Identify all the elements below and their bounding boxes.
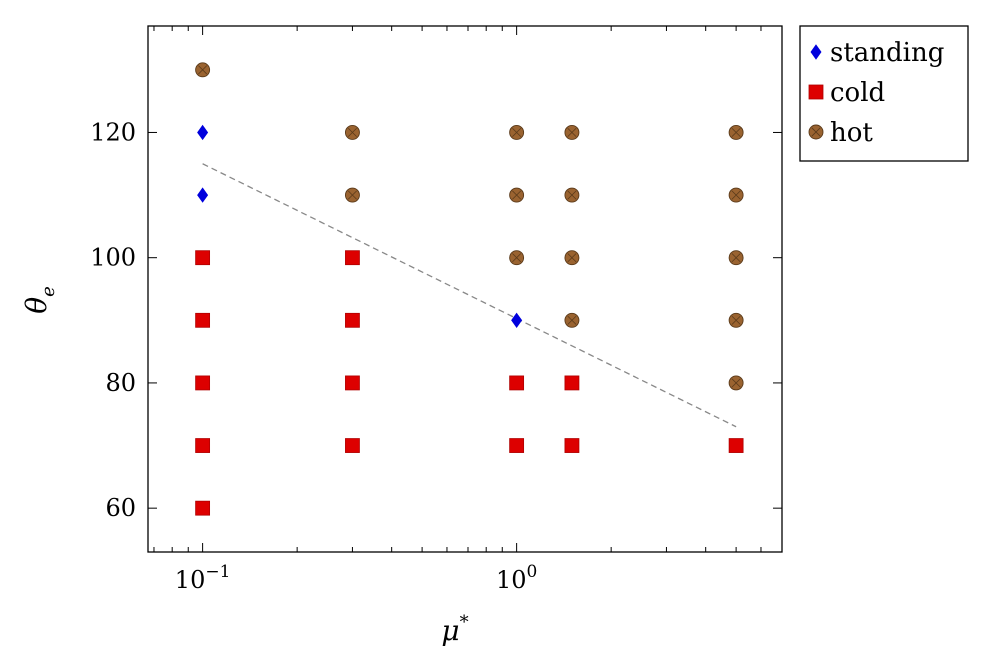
boundary-line-group bbox=[202, 163, 737, 428]
hot-point bbox=[344, 187, 360, 203]
cold-point bbox=[345, 312, 360, 328]
cold-point bbox=[564, 438, 580, 453]
y-tick-label: 120 bbox=[90, 118, 136, 146]
cold-point bbox=[345, 375, 360, 391]
x-tick-label: 100 bbox=[496, 562, 537, 594]
cold-point bbox=[564, 375, 580, 391]
hot-point bbox=[728, 250, 744, 266]
legend-cold-label: cold bbox=[830, 78, 885, 108]
hot-point bbox=[509, 125, 525, 140]
legend-cold-marker bbox=[808, 84, 824, 100]
cold-point bbox=[509, 375, 525, 391]
tick-labels: 60 80 100 120 10−1 100 bbox=[90, 118, 537, 594]
standing-point bbox=[511, 312, 523, 328]
legend-hot-label: hot bbox=[830, 118, 873, 148]
hot-point bbox=[564, 250, 580, 266]
y-tick-label: 100 bbox=[90, 244, 136, 272]
data-points bbox=[195, 62, 744, 516]
cold-point bbox=[345, 250, 360, 266]
x-axis-label: μ* bbox=[441, 612, 468, 647]
hot-point bbox=[509, 250, 525, 266]
cold-point bbox=[195, 375, 211, 391]
y-axis-label: θe bbox=[20, 286, 59, 314]
legend-hot-marker bbox=[808, 124, 824, 140]
cold-point bbox=[195, 500, 211, 516]
standing-point bbox=[197, 124, 209, 141]
hot-point bbox=[728, 125, 744, 140]
legend: standing cold hot bbox=[799, 25, 969, 162]
hot-point bbox=[564, 125, 580, 140]
cold-point bbox=[345, 438, 360, 453]
hot-point bbox=[728, 312, 744, 328]
dashed-boundary bbox=[202, 163, 737, 428]
plot-frame bbox=[147, 25, 783, 553]
hot-point bbox=[728, 187, 744, 203]
y-tick-label: 60 bbox=[105, 494, 136, 522]
legend-frame bbox=[799, 25, 969, 162]
legend-standing-marker bbox=[810, 44, 822, 60]
cold-point bbox=[195, 312, 211, 328]
y-tick-label: 80 bbox=[105, 369, 136, 397]
cold-point bbox=[195, 250, 211, 266]
hot-point bbox=[564, 187, 580, 203]
x-tick-label: 10−1 bbox=[175, 562, 231, 594]
standing-point bbox=[197, 187, 209, 203]
hot-point bbox=[344, 125, 360, 140]
axis-ticks bbox=[148, 26, 783, 552]
hot-point bbox=[564, 312, 580, 328]
hot-point bbox=[728, 375, 744, 391]
hot-point bbox=[509, 187, 525, 203]
cold-point bbox=[509, 438, 525, 453]
cold-point bbox=[728, 438, 744, 453]
hot-point bbox=[195, 62, 211, 78]
cold-point bbox=[195, 438, 211, 453]
legend-standing-label: standing bbox=[830, 38, 944, 68]
